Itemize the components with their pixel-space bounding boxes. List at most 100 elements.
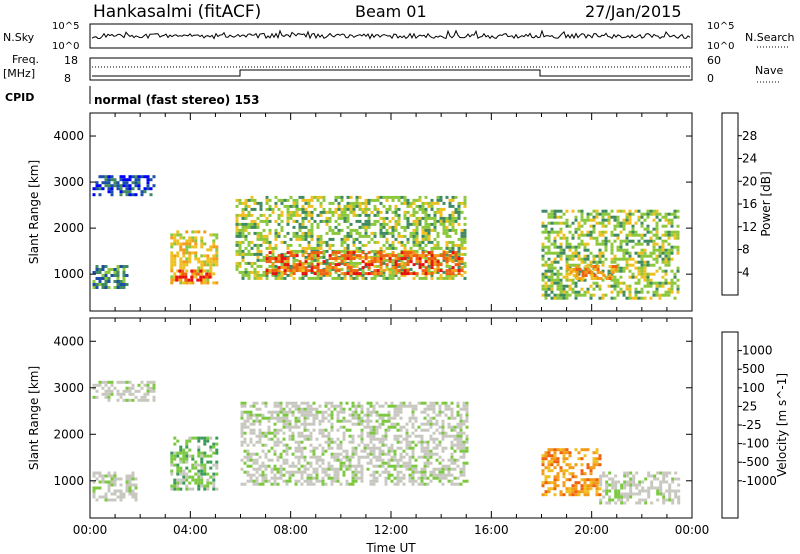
scatter-cell bbox=[659, 486, 663, 490]
scatter-cell bbox=[206, 248, 210, 252]
scatter-cell bbox=[433, 257, 437, 261]
scatter-cell bbox=[107, 389, 111, 393]
scatter-cell bbox=[352, 251, 356, 255]
scatter-cell bbox=[104, 271, 108, 274]
scatter-cell bbox=[598, 296, 602, 300]
scatter-cell bbox=[643, 227, 647, 231]
scatter-cell bbox=[589, 224, 593, 228]
scatter-cell bbox=[203, 439, 207, 443]
scatter-cell bbox=[442, 276, 446, 280]
scatter-cell bbox=[397, 213, 401, 217]
scatter-cell bbox=[342, 407, 346, 411]
scatter-cell bbox=[544, 245, 548, 249]
scatter-cell bbox=[436, 210, 440, 214]
scatter-cell bbox=[286, 263, 290, 267]
scatter-cell bbox=[340, 213, 344, 217]
scatter-cell bbox=[249, 428, 253, 432]
scatter-cell bbox=[307, 204, 311, 208]
scatter-cell bbox=[122, 265, 126, 268]
scatter-cell bbox=[650, 486, 654, 490]
scatter-cell bbox=[577, 221, 581, 225]
scatter-cell bbox=[661, 239, 665, 243]
scatter-cell bbox=[173, 263, 177, 267]
scatter-cell bbox=[173, 487, 177, 491]
scatter-cell bbox=[384, 461, 388, 465]
scatter-cell bbox=[372, 470, 376, 474]
scatter-cell bbox=[315, 446, 319, 450]
scatter-cell bbox=[240, 425, 244, 429]
scatter-cell bbox=[128, 486, 132, 490]
scatter-cell bbox=[649, 284, 653, 288]
scatter-cell bbox=[241, 276, 245, 280]
scatter-cell bbox=[418, 246, 422, 250]
scatter-cell bbox=[671, 501, 675, 505]
scatter-cell bbox=[324, 404, 328, 408]
colorbar-tick-label: 500 bbox=[742, 362, 765, 376]
scatter-cell bbox=[439, 213, 443, 217]
scatter-cell bbox=[313, 258, 317, 262]
scatter-cell bbox=[405, 404, 409, 408]
scatter-cell bbox=[360, 419, 364, 423]
scatter-cell bbox=[550, 260, 554, 264]
scatter-cell bbox=[280, 260, 284, 264]
scatter-cell bbox=[553, 451, 557, 455]
scatter-cell bbox=[658, 245, 662, 249]
scatter-cell bbox=[113, 280, 117, 283]
scatter-cell bbox=[331, 261, 335, 265]
scatter-cell bbox=[411, 416, 415, 420]
scatter-cell bbox=[403, 254, 407, 258]
scatter-cell bbox=[442, 216, 446, 220]
scatter-cell bbox=[662, 480, 666, 484]
scatter-cell bbox=[445, 228, 449, 232]
scatter-cell bbox=[592, 281, 596, 285]
scatter-cell bbox=[451, 213, 455, 217]
scatter-cell bbox=[300, 464, 304, 468]
scatter-cell bbox=[316, 257, 320, 261]
scatter-cell bbox=[276, 416, 280, 420]
scatter-cell bbox=[104, 184, 108, 188]
scatter-cell bbox=[638, 498, 642, 502]
scatter-cell bbox=[448, 246, 452, 250]
scatter-cell bbox=[343, 254, 347, 258]
scatter-cell bbox=[463, 246, 467, 250]
scatter-cell bbox=[277, 198, 281, 202]
scatter-cell bbox=[197, 472, 201, 476]
scatter-cell bbox=[358, 234, 362, 238]
scatter-cell bbox=[411, 452, 415, 456]
scatter-cell bbox=[412, 231, 416, 235]
scatter-cell bbox=[262, 228, 266, 232]
scatter-cell bbox=[381, 452, 385, 456]
scatter-cell bbox=[596, 268, 600, 271]
scatter-cell bbox=[346, 195, 350, 199]
scatter-cell bbox=[448, 222, 452, 226]
scatter-cell bbox=[179, 263, 183, 267]
scatter-cell bbox=[330, 428, 334, 432]
scatter-cell bbox=[619, 290, 623, 294]
scatter-cell bbox=[131, 489, 135, 493]
scatter-cell bbox=[369, 431, 373, 435]
scatter-cell bbox=[605, 486, 609, 490]
scatter-cell bbox=[241, 240, 245, 244]
scatter-cell bbox=[200, 239, 204, 243]
scatter-cell bbox=[550, 215, 554, 219]
scatter-cell bbox=[318, 458, 322, 462]
scatter-cell bbox=[282, 479, 286, 483]
scatter-cell bbox=[104, 181, 108, 185]
scatter-cell bbox=[670, 233, 674, 237]
scatter-cell bbox=[325, 219, 329, 223]
scatter-cell bbox=[562, 493, 566, 497]
scatter-cell bbox=[550, 251, 554, 255]
scatter-cell bbox=[256, 231, 260, 235]
scatter-cell bbox=[445, 225, 449, 229]
scatter-cell bbox=[637, 215, 641, 219]
scatter-cell bbox=[274, 276, 278, 280]
scatter-cell bbox=[259, 201, 263, 205]
scatter-cell bbox=[246, 413, 250, 417]
scatter-cell bbox=[345, 467, 349, 471]
scatter-cell bbox=[241, 225, 245, 229]
scatter-cell bbox=[541, 472, 545, 476]
scatter-cell bbox=[438, 473, 442, 477]
scatter-cell bbox=[541, 275, 545, 279]
scatter-cell bbox=[408, 467, 412, 471]
scatter-cell bbox=[436, 276, 440, 280]
